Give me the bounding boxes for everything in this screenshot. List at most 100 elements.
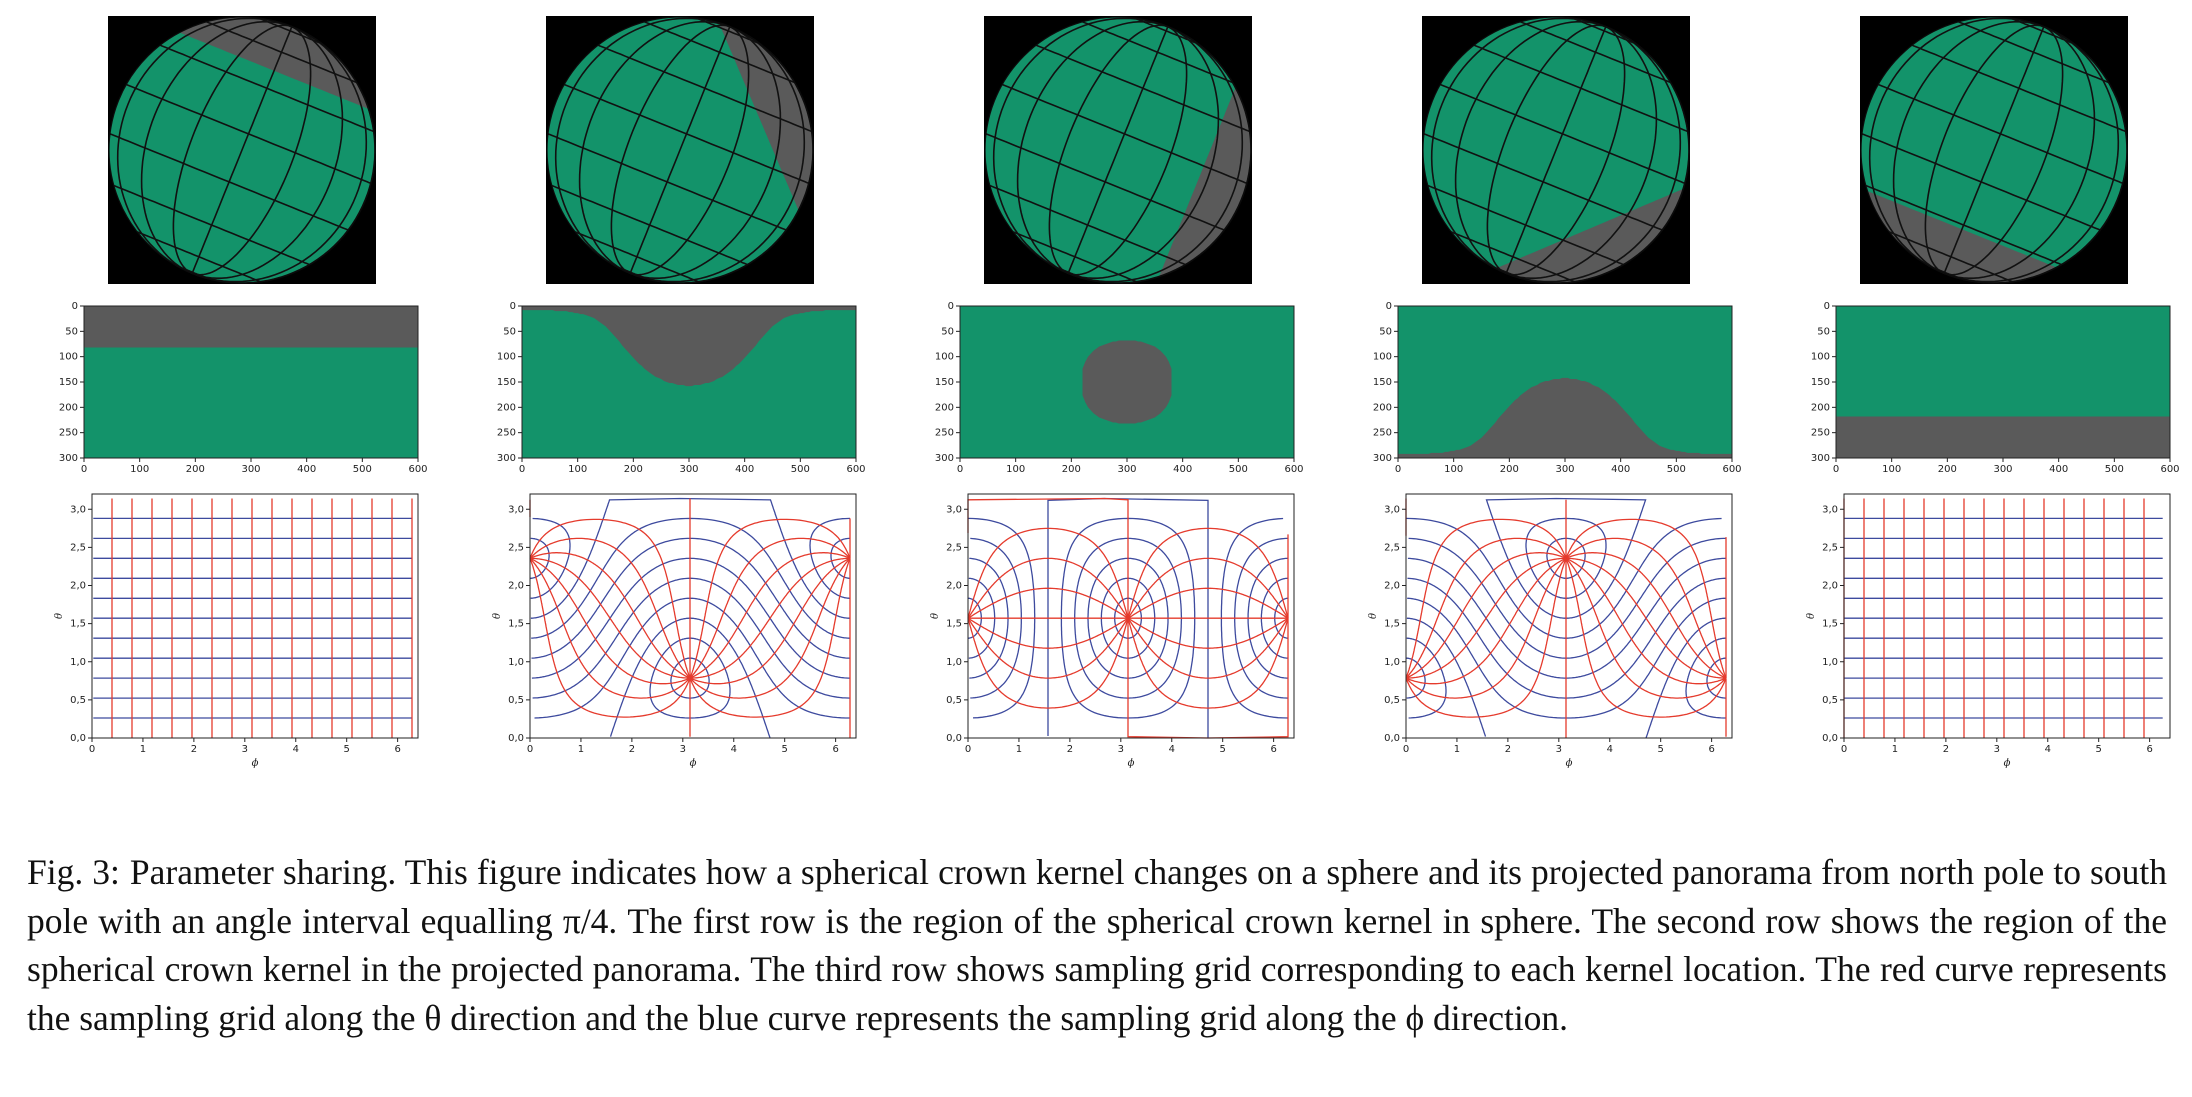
- panorama-x-tick: 300: [1117, 464, 1136, 475]
- panorama-x-tick: 200: [1500, 464, 1519, 475]
- panorama-x-tick: 600: [1722, 464, 1741, 475]
- panorama-x-tick: 300: [1555, 464, 1574, 475]
- panorama-x-tick: 400: [2049, 464, 2068, 475]
- sampling-grid-row: 0 1 2 3 4 5 6 0,0 0,5 1,0 1,5 2,0 2,5 3,0 ϕ θ 0 1 2 3 4 5 6 0,0…: [54, 493, 2171, 769]
- panorama-x-tick: 0: [519, 464, 525, 475]
- grid-y-tick: 3,0: [1384, 504, 1400, 515]
- panorama-x-tick: 400: [1611, 464, 1630, 475]
- grid-y-tick: 2,5: [1384, 542, 1400, 553]
- grid-y-tick: 3,0: [70, 504, 86, 515]
- panorama-y-tick: 250: [935, 428, 954, 439]
- grid-x-tick: 1: [1454, 744, 1460, 755]
- panorama-x-tick: 300: [241, 464, 260, 475]
- grid-plot-area: [1844, 494, 2170, 738]
- grid-x-tick: 3: [1118, 744, 1124, 755]
- panorama-y-tick: 0: [72, 301, 78, 312]
- panorama-y-tick: 300: [1811, 453, 1830, 464]
- grid-y-tick: 0,5: [946, 695, 962, 706]
- panorama-y-tick: 50: [65, 326, 78, 337]
- grid-y-tick: 0,0: [508, 733, 524, 744]
- grid-y-tick: 0,5: [70, 695, 86, 706]
- kernel-crown: [1159, 87, 1251, 277]
- panorama-x-tick: 200: [186, 464, 205, 475]
- kernel-crown: [718, 22, 813, 211]
- panorama-y-tick: 200: [1811, 402, 1830, 413]
- grid-x-tick: 1: [1016, 744, 1022, 755]
- grid-y-tick: 0,5: [1822, 695, 1838, 706]
- panorama-panel-4: 0 100 200 300 400 500 600 0 50 100 150 200 250 300: [1373, 301, 1742, 475]
- panorama-x-tick: 600: [846, 464, 865, 475]
- grid-y-tick: 2,5: [1822, 542, 1838, 553]
- grid-x-tick: 2: [629, 744, 635, 755]
- panorama-x-tick: 500: [353, 464, 372, 475]
- grid-x-tick: 2: [191, 744, 197, 755]
- panorama-y-tick: 300: [935, 453, 954, 464]
- sampling-grid-panel-3: 0 1 2 3 4 5 6 0,0 0,5 1,0 1,5 2,0 2,5 3,0 ϕ θ: [930, 493, 1295, 769]
- grid-y-tick: 1,5: [70, 619, 86, 630]
- sphere-panel-4: [1422, 16, 1690, 284]
- sphere-outline: [1422, 16, 1690, 284]
- grid-plot-frame: [1405, 493, 1733, 739]
- panorama-y-tick: 250: [59, 428, 78, 439]
- panorama-y-tick: 0: [510, 301, 516, 312]
- panorama-y-tick: 50: [941, 326, 954, 337]
- grid-plot-frame: [91, 493, 419, 739]
- grid-y-tick: 2,0: [1822, 581, 1838, 592]
- panorama-x-tick: 100: [130, 464, 149, 475]
- grid-x-tick: 0: [89, 744, 95, 755]
- panorama-x-tick: 0: [1395, 464, 1401, 475]
- kernel-crown: [1867, 191, 2057, 283]
- panorama-y-tick: 100: [1373, 352, 1392, 363]
- panorama-panel-2: 0 100 200 300 400 500 600 0 50 100 150 200 250 300: [497, 301, 866, 475]
- panorama-y-tick: 100: [935, 352, 954, 363]
- grid-x-tick: 4: [2045, 744, 2051, 755]
- grid-x-tick: 2: [1505, 744, 1511, 755]
- panorama-x-tick: 100: [1006, 464, 1025, 475]
- sphere-outline: [108, 16, 376, 284]
- grid-y-label: θ: [1368, 613, 1379, 619]
- grid-x-tick: 0: [1403, 744, 1409, 755]
- grid-x-tick: 4: [731, 744, 737, 755]
- grid-x-tick: 2: [1067, 744, 1073, 755]
- grid-y-tick: 1,5: [1384, 619, 1400, 630]
- panorama-y-tick: 200: [1373, 402, 1392, 413]
- grid-x-tick: 3: [242, 744, 248, 755]
- sampling-grid-panel-2: 0 1 2 3 4 5 6 0,0 0,5 1,0 1,5 2,0 2,5 3,0 ϕ θ: [492, 493, 857, 769]
- panorama-kernel-region: [84, 306, 418, 348]
- panorama-x-tick: 0: [1833, 464, 1839, 475]
- grid-y-tick: 1,0: [946, 657, 962, 668]
- grid-x-tick: 6: [2146, 744, 2152, 755]
- grid-x-tick: 1: [1892, 744, 1898, 755]
- grid-y-tick: 1,0: [1384, 657, 1400, 668]
- grid-y-label: θ: [1806, 613, 1817, 619]
- grid-x-label: ϕ: [2004, 758, 2011, 769]
- panorama-x-tick: 200: [624, 464, 643, 475]
- panorama-y-tick: 0: [1824, 301, 1830, 312]
- panorama-x-tick: 600: [2160, 464, 2179, 475]
- grid-y-tick: 0,0: [1822, 733, 1838, 744]
- sphere-outline: [546, 16, 814, 284]
- panorama-panel-3: 0 100 200 300 400 500 600 0 50 100 150 200 250 300: [935, 301, 1304, 475]
- grid-x-tick: 0: [527, 744, 533, 755]
- panorama-y-tick: 250: [497, 428, 516, 439]
- grid-x-tick: 5: [782, 744, 788, 755]
- grid-y-tick: 1,0: [70, 657, 86, 668]
- sphere-outline: [1860, 16, 2128, 284]
- panorama-x-tick: 200: [1062, 464, 1081, 475]
- sphere-grid-lines: [1861, 17, 2128, 284]
- grid-x-tick: 0: [1841, 744, 1847, 755]
- panorama-y-tick: 300: [497, 453, 516, 464]
- grid-y-tick: 2,5: [946, 542, 962, 553]
- sampling-grid-panel-5: 0 1 2 3 4 5 6 0,0 0,5 1,0 1,5 2,0 2,5 3,0 ϕ θ: [1806, 493, 2171, 769]
- grid-x-tick: 6: [394, 744, 400, 755]
- panorama-kernel-region: [1398, 377, 1732, 458]
- grid-x-label: ϕ: [690, 758, 697, 769]
- panorama-x-tick: 100: [1882, 464, 1901, 475]
- panorama-x-tick: 400: [297, 464, 316, 475]
- grid-x-tick: 3: [1994, 744, 2000, 755]
- panorama-y-tick: 200: [59, 402, 78, 413]
- panorama-y-tick: 50: [503, 326, 516, 337]
- grid-x-tick: 5: [1658, 744, 1664, 755]
- grid-plot-frame: [967, 493, 1295, 739]
